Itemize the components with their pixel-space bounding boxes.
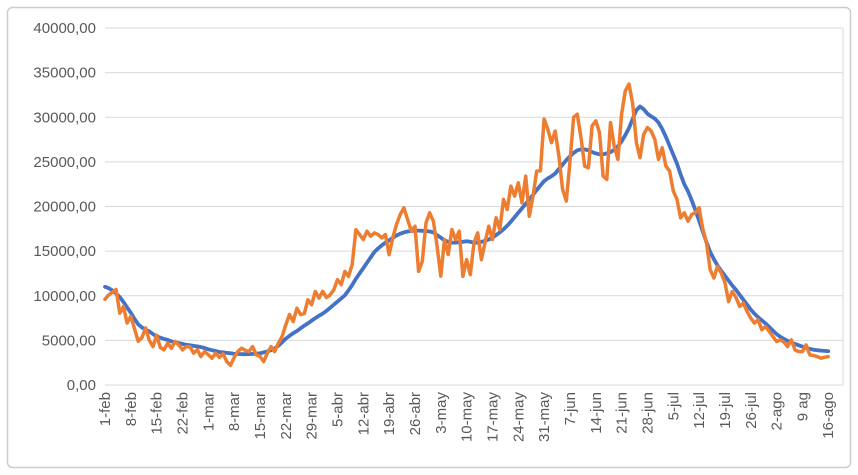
- x-axis-tick-label: 3-may: [433, 392, 450, 434]
- x-axis-tick-label: 16-ago: [820, 392, 837, 439]
- x-axis-tick-label: 10-may: [459, 392, 476, 443]
- x-axis-tick-label: 28-jun: [639, 392, 656, 434]
- x-axis-tick-label: 29-mar: [304, 392, 321, 440]
- x-axis-tick-label: 8-feb: [123, 392, 140, 426]
- x-axis-tick-label: 15-feb: [149, 392, 166, 435]
- x-axis-tick-label: 12-abr: [355, 392, 372, 435]
- x-axis-tick-label: 19-jul: [717, 392, 734, 429]
- x-axis-tick-label: 31-may: [536, 392, 553, 443]
- y-axis-tick-label: 40000,00: [33, 20, 96, 37]
- x-axis-tick-label: 21-jun: [614, 392, 631, 434]
- x-axis-tick-label: 7-jun: [562, 392, 579, 425]
- y-axis-tick-label: 0,00: [67, 377, 96, 394]
- x-axis-tick-label: 8-mar: [226, 392, 243, 431]
- y-axis-tick-label: 15000,00: [33, 243, 96, 260]
- x-axis-tick-label: 2-ago: [769, 392, 786, 430]
- x-axis-tick-label: 26-jul: [743, 392, 760, 429]
- x-axis-tick-label: 15-mar: [252, 392, 269, 440]
- y-axis-tick-label: 25000,00: [33, 154, 96, 171]
- x-axis-tick-label: 22-mar: [278, 392, 295, 440]
- x-axis-tick-label: 12-jul: [691, 392, 708, 429]
- x-axis-tick-label: 22-feb: [174, 392, 191, 435]
- y-axis-tick-label: 30000,00: [33, 109, 96, 126]
- series-line-orange: [103, 82, 830, 368]
- y-axis-tick-label: 20000,00: [33, 199, 96, 216]
- x-axis-tick-label: 1-mar: [200, 392, 217, 431]
- x-axis-tick-label: 17-may: [484, 392, 501, 443]
- x-axis-tick-label: 26-abr: [407, 392, 424, 435]
- x-axis-tick-label: 9 ag: [794, 392, 811, 421]
- x-axis-tick-label: 14-jun: [588, 392, 605, 434]
- x-axis-tick-label: 24-may: [510, 392, 527, 443]
- x-axis-tick-label: 1-feb: [97, 392, 114, 426]
- y-axis-tick-label: 5000,00: [42, 332, 96, 349]
- x-axis-tick-label: 5-abr: [329, 392, 346, 427]
- x-axis-tick-label: 19-abr: [381, 392, 398, 435]
- y-axis-tick-label: 35000,00: [33, 65, 96, 82]
- x-axis-tick-label: 5-jul: [665, 392, 682, 420]
- y-axis-tick-label: 10000,00: [33, 288, 96, 305]
